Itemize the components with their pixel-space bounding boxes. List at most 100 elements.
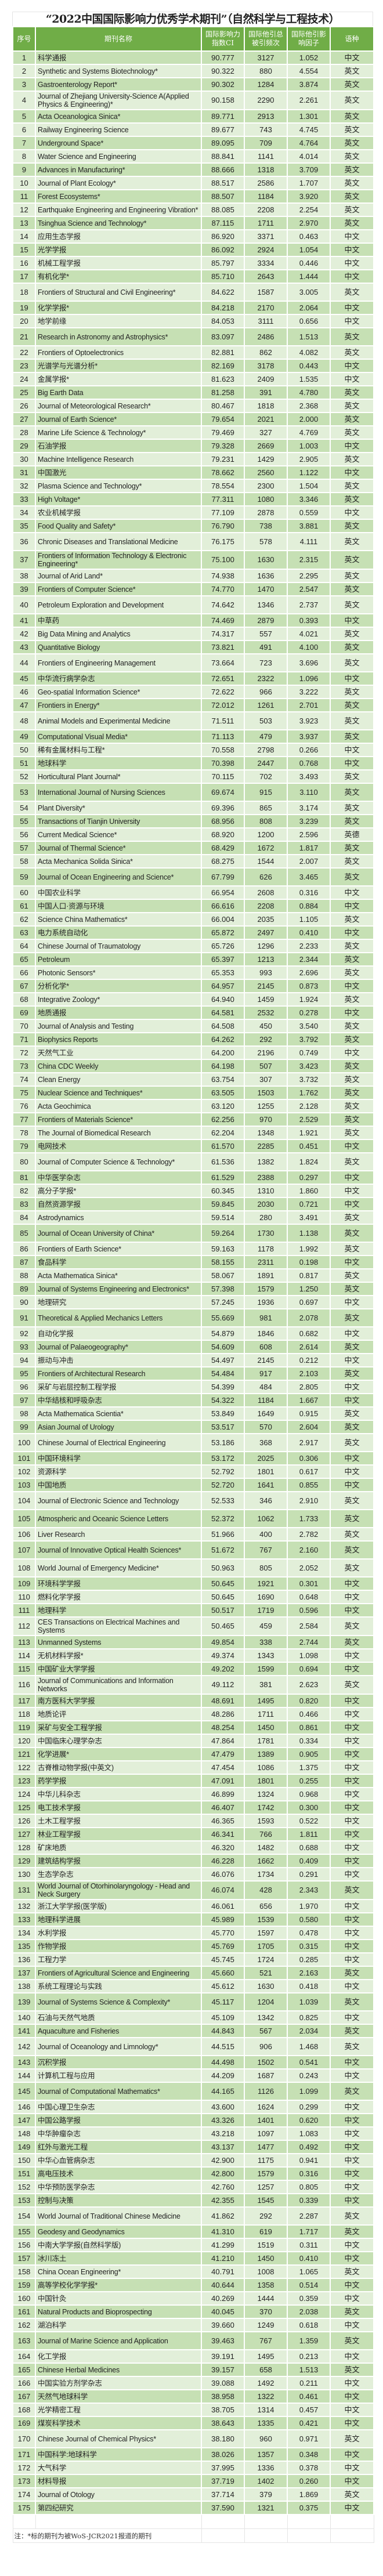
cell-ci-index: 54.399 [201,1380,245,1394]
cell-ci-index: 74.770 [201,582,245,596]
cell-journal-name: Petroleum Exploration and Development [35,595,202,614]
cell-total-citations: 1284 [244,77,288,92]
cell-language: 英文 [330,582,374,596]
cell-total-citations: 1382 [244,1152,288,1171]
table-row: 15 光学学报 86.092 2924 1.054 中文 [12,243,374,257]
cell-ci-index: 46.320 [201,1840,245,1855]
cell-ci-index: 45.612 [201,1979,245,1993]
cell-journal-name: Nuclear Science and Techniques* [35,1086,202,1100]
table-row: 154 World Journal of Traditional Chinese … [12,2206,374,2226]
cell-language: 英文 [330,854,374,869]
cell-rank: 145 [12,2082,36,2101]
table-row: 81 中华医学杂志 61.529 2388 0.297 中文 [12,1170,374,1185]
cell-impact-factor: 0.375 [287,2501,331,2515]
cell-ci-index: 41.862 [201,2206,245,2226]
cell-impact-factor: 0.378 [287,2461,331,2475]
cell-rank: 142 [12,2037,36,2056]
cell-ci-index: 42.800 [201,2166,245,2181]
cell-rank: 9 [12,162,36,177]
cell-language: 中文 [330,1326,374,1341]
cell-language: 中文 [330,50,374,65]
cell-journal-name: 南方医科大学学报 [35,1694,202,1708]
cell-rank: 77 [12,1112,36,1127]
cell-journal-name: 中华肿瘤杂志 [35,2126,202,2141]
cell-ci-index: 64.940 [201,992,245,1007]
cell-rank: 87 [12,1255,36,1269]
cell-journal-name: 中国实验方剂学杂志 [35,2376,202,2390]
table-row: 107 Journal of Innovative Optical Health … [12,1540,374,1560]
cell-journal-name: 水利学报 [35,1926,202,1940]
table-row: 163 Journal of Marine Science and Applica… [12,2331,374,2350]
cell-journal-name: 高电压技术 [35,2166,202,2181]
cell-rank: 36 [12,532,36,551]
cell-journal-name: 地质论评 [35,1707,202,1721]
cell-ci-index: 37.719 [201,2474,245,2488]
cell-journal-name: Water Science and Engineering [35,149,202,164]
cell-total-citations: 1482 [244,1840,288,1855]
cell-impact-factor: 1.921 [287,1126,331,1140]
cell-impact-factor: 0.461 [287,2389,331,2404]
cell-ci-index: 47.454 [201,1760,245,1775]
cell-ci-index: 49.112 [201,1675,245,1695]
cell-journal-name: 资源科学 [35,1464,202,1479]
cell-journal-name: 天然气工业 [35,1045,202,1060]
cell-rank: 86 [12,1242,36,1256]
cell-impact-factor: 3.874 [287,77,331,92]
cell-impact-factor: 2.701 [287,698,331,712]
cell-language: 中文 [330,1590,374,1604]
cell-rank: 19 [12,301,36,315]
table-row: 21 Research in Astronomy and Astrophysics… [12,327,374,346]
table-row: 12 Earthquake Engineering and Engineering… [12,202,374,217]
cell-total-citations: 1429 [244,452,288,466]
table-row: 39 Frontiers of Computer Science* 74.770 14… [12,582,374,596]
cell-rank: 82 [12,1184,36,1198]
cell-rank: 51 [12,756,36,770]
cell-total-citations: 1921 [244,1576,288,1591]
cell-rank: 90 [12,1295,36,1309]
table-row: 101 中国环境科学 53.172 2025 0.306 中文 [12,1451,374,1466]
table-row: 43 Quantitative Biology 73.821 491 4.100 英文 [12,640,374,654]
cell-total-citations: 570 [244,1420,288,1434]
cell-language: 中文 [330,2140,374,2154]
cell-rank: 106 [12,1527,36,1542]
cell-rank: 74 [12,1072,36,1087]
cell-language: 英文 [330,109,374,124]
cell-language: 中文 [330,1353,374,1367]
table-row: 29 石油学报 79.328 2669 1.003 中文 [12,439,374,453]
cell-journal-name: 中华儿科杂志 [35,1787,202,1801]
cell-ci-index: 53.186 [201,1433,245,1452]
table-row: 58 Acta Mechanica Solida Sinica* 68.275 154… [12,854,374,869]
cell-language: 英文 [330,532,374,551]
table-row: 68 Integrative Zoology* 64.940 1459 1.924 英文 [12,992,374,1007]
cell-ci-index: 40.644 [201,2278,245,2292]
cell-language: 中文 [330,1854,374,1868]
cell-total-citations: 1936 [244,1295,288,1309]
table-row: 119 采矿与安全工程学报 48.254 1450 0.861 中文 [12,1720,374,1735]
cell-ci-index: 46.061 [201,1899,245,1913]
cell-rank: 161 [12,2304,36,2319]
cell-rank: 3 [12,77,36,92]
cell-rank: 144 [12,2068,36,2083]
table-row: 18 Frontiers of Structural and Civil Engi… [12,283,374,302]
cell-rank: 113 [12,1635,36,1649]
cell-language: 英文 [330,1210,374,1225]
cell-journal-name: 高分子学报* [35,1184,202,1198]
cell-journal-name: Journal of Otology [35,2487,202,2502]
cell-total-citations: 702 [244,769,288,784]
cell-total-citations: 2025 [244,1451,288,1466]
cell-journal-name: Aquaculture and Fisheries [35,2024,202,2038]
cell-total-citations: 1357 [244,2447,288,2462]
cell-impact-factor: 3.423 [287,1059,331,1073]
cell-language: 英文 [330,1992,374,2011]
table-row: 84 Astrodynamics 59.514 280 3.491 英文 [12,1210,374,1225]
table-row: 125 电工技术学报 46.407 1742 0.300 中文 [12,1800,374,1815]
cell-ci-index: 79.231 [201,452,245,466]
cell-ci-index: 61.529 [201,1170,245,1185]
cell-journal-name: Advances in Manufacturing* [35,162,202,177]
cell-impact-factor: 1.860 [287,1184,331,1198]
table-row: 114 无机材料学报* 49.374 1343 1.098 中文 [12,1648,374,1663]
cell-language: 英文 [330,939,374,953]
cell-total-citations: 2409 [244,372,288,386]
table-row: 10 Journal of Plant Ecology* 88.517 2586 1.7… [12,176,374,190]
cell-journal-name: 高等学校化学学报* [35,2278,202,2292]
